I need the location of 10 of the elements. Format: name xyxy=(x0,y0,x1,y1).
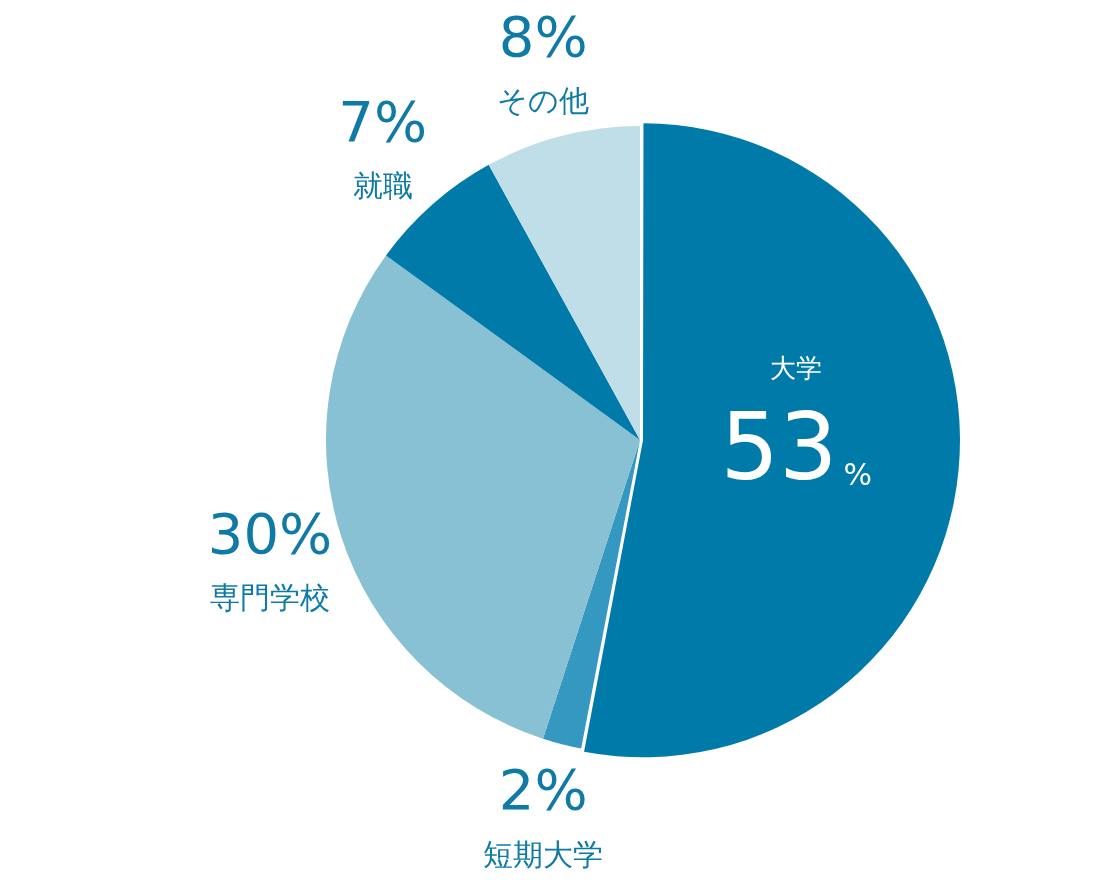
slice-label: その他 xyxy=(497,83,590,119)
data-label: 53% xyxy=(720,393,873,501)
data-label: 8% xyxy=(498,3,588,69)
data-label: 30% xyxy=(207,500,333,566)
slice-label: 大学 xyxy=(770,352,823,383)
slice-label: 就職 xyxy=(352,168,413,203)
data-label: 7% xyxy=(338,88,428,154)
slice-label: 短期大学 xyxy=(483,836,604,872)
slice-label: 専門学校 xyxy=(210,580,331,615)
data-label: 2% xyxy=(498,757,588,823)
